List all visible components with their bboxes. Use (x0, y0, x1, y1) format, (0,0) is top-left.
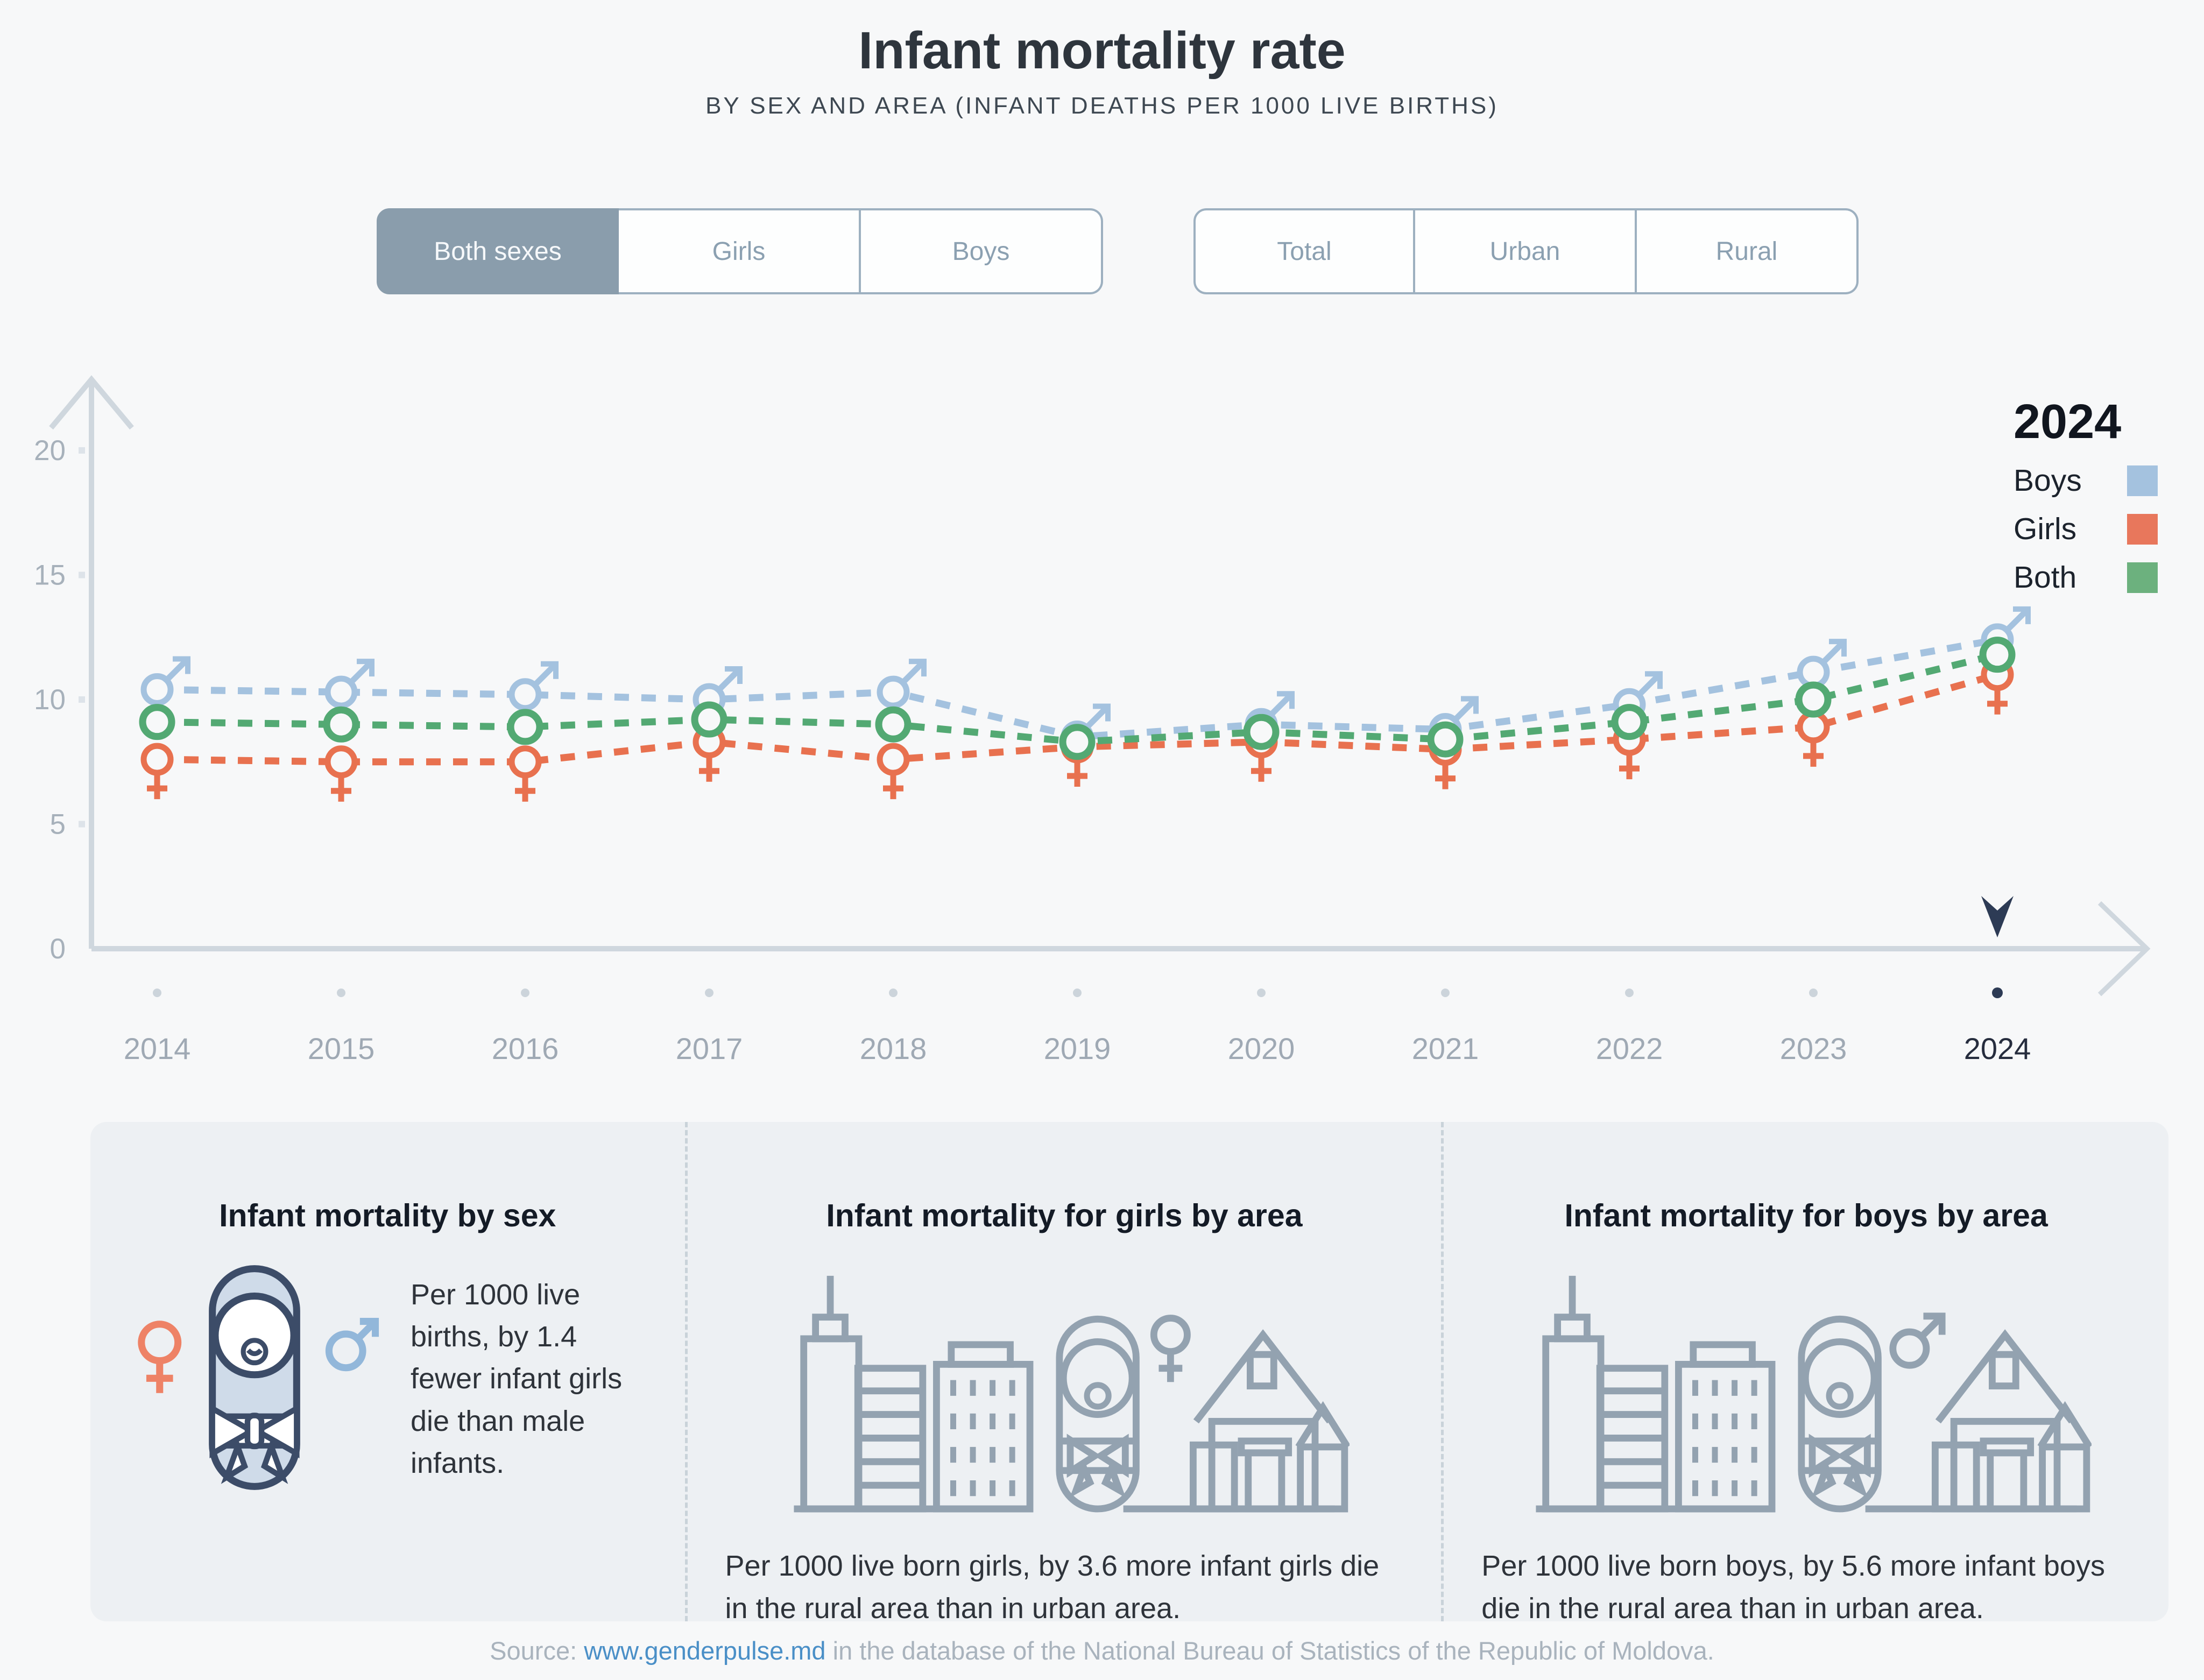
swaddled-baby-icon (209, 1265, 300, 1490)
infant-mortality-line-chart[interactable]: 0 5 10 15 20 2014 2015 2016 2017 2018 2019 2020 2021… (0, 366, 2204, 1130)
legend-swatch-boys-icon (2127, 465, 2158, 496)
svg-text:2024: 2024 (1964, 1032, 2031, 1065)
svg-text:2020: 2020 (1228, 1032, 1295, 1065)
legend-item-boys: Boys (2014, 463, 2158, 498)
card-mortality-by-sex: Infant mortality by sex (90, 1122, 685, 1621)
swaddled-baby-with-sex-symbols-icon (128, 1258, 381, 1500)
svg-text:2018: 2018 (860, 1032, 927, 1065)
card-title: Infant mortality for boys by area (1564, 1198, 2048, 1233)
urban-baby-rural-girls-icon (725, 1258, 1404, 1523)
legend-swatch-girls-icon (2127, 513, 2158, 545)
card-girls-by-area: Infant mortality for girls by area (684, 1122, 1442, 1625)
svg-text:10: 10 (34, 684, 66, 716)
svg-text:2016: 2016 (492, 1032, 559, 1065)
legend-item-both: Both (2014, 560, 2158, 595)
svg-text:2017: 2017 (676, 1032, 743, 1065)
sex-filter-group: Both sexes Girls Boys (377, 208, 1103, 294)
male-icon (325, 1318, 379, 1372)
card-title: Infant mortality by sex (219, 1198, 556, 1233)
swaddled-baby-icon (1056, 1315, 1140, 1513)
male-icon (1889, 1312, 1946, 1369)
area-filter-group: Total Urban Rural (1193, 208, 1859, 294)
area-filter-rural[interactable]: Rural (1637, 208, 1859, 294)
svg-text:15: 15 (34, 560, 66, 591)
svg-text:2023: 2023 (1780, 1032, 1847, 1065)
source-line: Source: www.genderpulse.md in the databa… (0, 1636, 2204, 1665)
chart-legend: 2024 Boys Girls Both (2014, 394, 2158, 595)
female-icon (1150, 1315, 1191, 1382)
svg-text:5: 5 (50, 809, 66, 841)
sex-filter-both-sexes[interactable]: Both sexes (377, 208, 619, 294)
city-buildings-icon (794, 1275, 1034, 1513)
female-icon (138, 1321, 182, 1393)
house-icon (1123, 1329, 1350, 1513)
info-cards-panel: Infant mortality by sex (90, 1122, 2168, 1625)
house-icon (1865, 1329, 2092, 1513)
legend-label-both: Both (2014, 560, 2077, 595)
source-suffix: in the database of the National Bureau o… (825, 1636, 1714, 1665)
svg-text:20: 20 (34, 435, 66, 467)
sex-filter-girls[interactable]: Girls (619, 208, 861, 294)
legend-year-title: 2024 (2014, 395, 2122, 449)
svg-text:0: 0 (50, 933, 66, 965)
legend-label-boys: Boys (2014, 463, 2082, 498)
card-title: Infant mortality for girls by area (826, 1198, 1303, 1233)
sex-filter-boys[interactable]: Boys (861, 208, 1103, 294)
urban-baby-rural-boys-icon (1481, 1258, 2131, 1523)
svg-text:2014: 2014 (124, 1032, 191, 1065)
page-subtitle: BY SEX AND AREA (INFANT DEATHS PER 1000 … (705, 93, 1499, 119)
legend-item-girls: Girls (2014, 511, 2158, 547)
card-text: Per 1000 live born girls, by 3.6 more in… (725, 1550, 1380, 1625)
city-buildings-icon (1536, 1275, 1776, 1513)
source-link[interactable]: www.genderpulse.md (584, 1636, 826, 1665)
card-boys-by-area: Infant mortality for boys by area (1441, 1122, 2168, 1625)
source-prefix: Source: (490, 1636, 584, 1665)
card-text: Per 1000 live born boys, by 5.6 more inf… (1481, 1550, 2105, 1625)
area-filter-urban[interactable]: Urban (1415, 208, 1637, 294)
area-filter-total[interactable]: Total (1193, 208, 1415, 294)
svg-text:2021: 2021 (1412, 1032, 1479, 1065)
swaddled-baby-icon (1798, 1315, 1882, 1513)
svg-text:2022: 2022 (1596, 1032, 1663, 1065)
legend-label-girls: Girls (2014, 512, 2077, 546)
card-text: Per 1000 live births, by 1.4 fewer infan… (411, 1278, 623, 1479)
legend-swatch-both-icon (2127, 562, 2158, 593)
page-title: Infant mortality rate (858, 21, 1346, 80)
svg-text:2019: 2019 (1044, 1032, 1111, 1065)
svg-text:2015: 2015 (308, 1032, 375, 1065)
